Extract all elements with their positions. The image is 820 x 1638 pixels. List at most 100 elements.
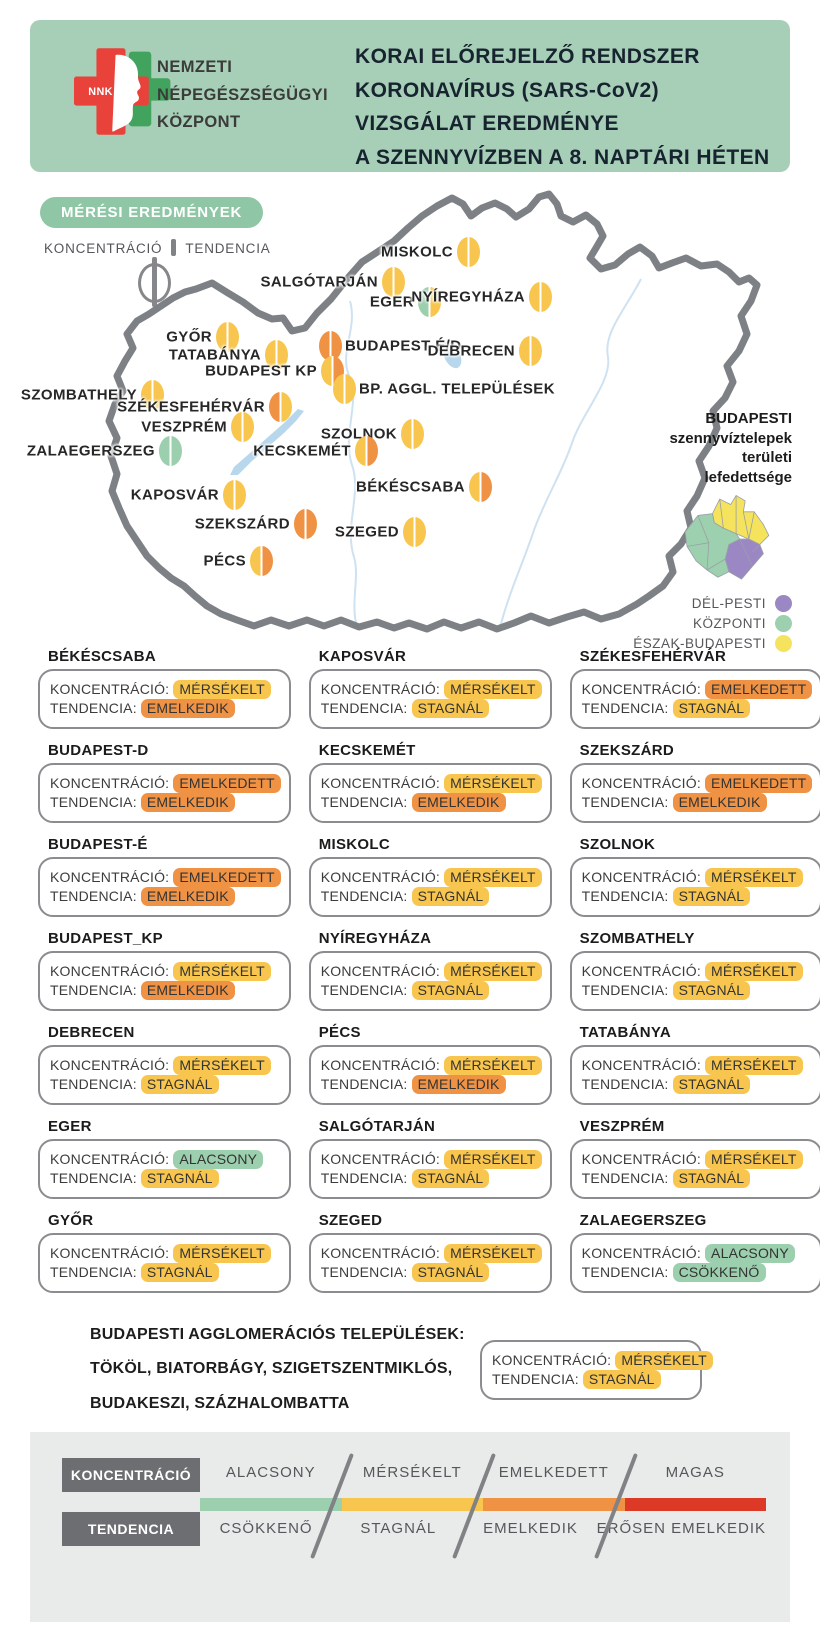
city-result-card: KAPOSVÁR KONCENTRÁCIÓ: MÉRSÉKELT TENDENC… — [308, 648, 552, 729]
koncentracio-label: KONCENTRÁCIÓ: — [320, 681, 445, 697]
city-label: SALGÓTARJÁN — [260, 273, 378, 291]
city-marker-circle — [401, 419, 424, 449]
inset-title: BUDAPESTI szennyvíztelepek területi lefe… — [620, 409, 792, 487]
agglomeration-section: BUDAPESTI AGGLOMERÁCIÓS TELEPÜLÉSEK: TÖK… — [38, 1318, 782, 1421]
koncentracio-value: MÉRSÉKELT — [705, 868, 803, 887]
city-result-card: SZEKSZÁRD KONCENTRÁCIÓ: EMELKEDETT TENDE… — [569, 742, 820, 823]
tendencia-value: CSÖKKENŐ — [672, 1263, 766, 1282]
tendencia-value: EMELKEDIK — [672, 793, 767, 812]
scale-legend-panel: KONCENTRÁCIÓ TENDENCIA ALACSONY MÉRSÉKELT… — [30, 1432, 790, 1622]
city-marker-circle — [159, 436, 182, 466]
page-title-line: KORONAVÍRUS (SARS-CoV2) — [355, 78, 659, 102]
tendencia-value: STAGNÁL — [140, 1169, 219, 1188]
tendencia-value: EMELKEDIK — [411, 1075, 506, 1094]
tendencia-label: TENDENCIA: — [50, 1170, 141, 1186]
tendencia-value: STAGNÁL — [672, 1169, 751, 1188]
koncentracio-label: KONCENTRÁCIÓ: — [50, 681, 174, 697]
koncentracio-levels-row: ALACSONY MÉRSÉKELT EMELKEDETT MAGAS — [200, 1464, 766, 1481]
tendencia-label: TENDENCIA: — [50, 982, 141, 998]
card-city-name: BÉKÉSCSABA — [48, 648, 157, 665]
city-label: DEBRECEN — [427, 342, 515, 360]
marker-legend-koncentracio: KONCENTRÁCIÓ — [44, 241, 163, 256]
koncentracio-label: KONCENTRÁCIÓ: — [50, 1151, 174, 1167]
koncentracio-label: KONCENTRÁCIÓ: — [50, 869, 174, 885]
scale-bar-segment — [483, 1498, 625, 1511]
split-circle-icon — [138, 257, 171, 307]
city-label: NYÍREGYHÁZA — [411, 288, 525, 306]
koncentracio-label: KONCENTRÁCIÓ: — [320, 1245, 445, 1261]
inset-district-lines — [686, 495, 761, 571]
tendencia-scale-label: TENDENCIA — [62, 1512, 200, 1546]
city-label: BÉKÉSCSABA — [355, 478, 465, 496]
tendencia-label: TENDENCIA: — [50, 1076, 141, 1092]
tendencia-value: STAGNÁL — [672, 887, 751, 906]
tendencia-label: TENDENCIA: — [50, 1264, 141, 1280]
tisza-river — [499, 278, 642, 629]
city-marker-circle — [418, 287, 441, 317]
card-city-name: BUDAPEST_KP — [48, 930, 163, 947]
koncentracio-label: KONCENTRÁCIÓ: — [581, 1245, 706, 1261]
inset-zone-kozponti — [684, 513, 741, 578]
koncentracio-value: MÉRSÉKELT — [444, 774, 542, 793]
scale-bar-segment — [341, 1498, 483, 1511]
org-name-line: KÖZPONT — [157, 113, 241, 132]
inset-legend-color-dot — [775, 634, 792, 652]
card-box: KONCENTRÁCIÓ: MÉRSÉKELT TENDENCIA: STAGN… — [569, 951, 820, 1011]
city-result-card: GYŐR KONCENTRÁCIÓ: MÉRSÉKELT TENDENCIA: … — [38, 1212, 291, 1293]
city-result-card: MISKOLC KONCENTRÁCIÓ: MÉRSÉKELT TENDENCI… — [308, 836, 552, 917]
card-box: KONCENTRÁCIÓ: MÉRSÉKELT TENDENCIA: STAGN… — [569, 1045, 820, 1105]
card-city-name: MISKOLC — [318, 836, 390, 853]
city-label: VESZPRÉM — [141, 418, 227, 436]
card-city-name: SZÉKESFEHÉRVÁR — [579, 648, 727, 665]
page-title-line: KORAI ELŐREJELZŐ RENDSZER — [355, 45, 700, 68]
card-city-name: TATABÁNYA — [579, 1024, 671, 1041]
card-city-name: DEBRECEN — [48, 1024, 135, 1041]
koncentracio-value: MÉRSÉKELT — [705, 1056, 803, 1075]
koncentracio-label: KONCENTRÁCIÓ: — [50, 1245, 174, 1261]
scale-level-label: ALACSONY — [225, 1464, 316, 1481]
inset-legend-label: DÉL-PESTI — [691, 595, 766, 611]
scale-level-label: MAGAS — [665, 1464, 725, 1481]
city-marker-circle — [141, 380, 164, 410]
city-marker-circle — [529, 282, 552, 312]
tendencia-label: TENDENCIA: — [581, 700, 673, 716]
card-box: KONCENTRÁCIÓ: MÉRSÉKELT TENDENCIA: EMELK… — [308, 1045, 552, 1105]
card-box: KONCENTRÁCIÓ: MÉRSÉKELT TENDENCIA: STAGN… — [569, 857, 820, 917]
tendencia-label: TENDENCIA: — [50, 888, 141, 904]
tendencia-label: TENDENCIA: — [581, 794, 673, 810]
card-city-name: SZOLNOK — [579, 836, 656, 853]
tendencia-value: STAGNÁL — [411, 699, 490, 718]
koncentracio-value: EMELKEDETT — [705, 774, 813, 793]
city-marker-circle — [403, 517, 426, 547]
card-box: KONCENTRÁCIÓ: MÉRSÉKELT TENDENCIA: STAGN… — [308, 857, 552, 917]
city-result-card: BUDAPEST_KP KONCENTRÁCIÓ: MÉRSÉKELT TEND… — [38, 930, 291, 1011]
city-marker-circle — [269, 392, 292, 422]
tendencia-value: EMELKEDIK — [140, 793, 235, 812]
tendencia-label: TENDENCIA: — [320, 794, 412, 810]
tendencia-label: TENDENCIA: — [581, 1076, 673, 1092]
koncentracio-label: KONCENTRÁCIÓ: — [320, 1057, 445, 1073]
koncentracio-value: MÉRSÉKELT — [444, 1150, 542, 1169]
card-city-name: PÉCS — [318, 1024, 361, 1041]
agglomeration-card: KONCENTRÁCIÓ: MÉRSÉKELT TENDENCIA: STAGN… — [480, 1339, 713, 1400]
tendencia-value: STAGNÁL — [672, 699, 751, 718]
koncentracio-label: KONCENTRÁCIÓ: — [50, 775, 174, 791]
results-badge: MÉRÉSI EREDMÉNYEK — [40, 197, 264, 228]
lake-balaton — [230, 409, 304, 475]
city-result-card: ZALAEGERSZEG KONCENTRÁCIÓ: ALACSONY TEND… — [569, 1212, 820, 1293]
city-label: SZEGED — [334, 523, 399, 541]
koncentracio-label: KONCENTRÁCIÓ: — [50, 963, 174, 979]
hungary-map — [105, 190, 761, 633]
card-city-name: ZALAEGERSZEG — [579, 1212, 707, 1229]
city-marker-circle — [382, 267, 405, 297]
page-title-line: VIZSGÁLAT EREDMÉNYE — [355, 112, 619, 136]
city-label: SZOLNOK — [320, 425, 397, 443]
tendencia-levels-row: CSÖKKENŐ STAGNÁL EMELKEDIK ERŐSEN EMELKEDIK — [200, 1520, 766, 1537]
tendencia-value: STAGNÁL — [411, 1169, 490, 1188]
city-result-card: SZOLNOK KONCENTRÁCIÓ: MÉRSÉKELT TENDENCI… — [569, 836, 820, 917]
card-city-name: BUDAPEST-D — [48, 742, 149, 759]
koncentracio-value: MÉRSÉKELT — [173, 962, 271, 981]
koncentracio-label: KONCENTRÁCIÓ: — [50, 1057, 174, 1073]
card-box: KONCENTRÁCIÓ: MÉRSÉKELT TENDENCIA: STAGN… — [308, 951, 552, 1011]
page-title: KORAI ELŐREJELZŐ RENDSZER KORONAVÍRUS (S… — [355, 40, 770, 174]
